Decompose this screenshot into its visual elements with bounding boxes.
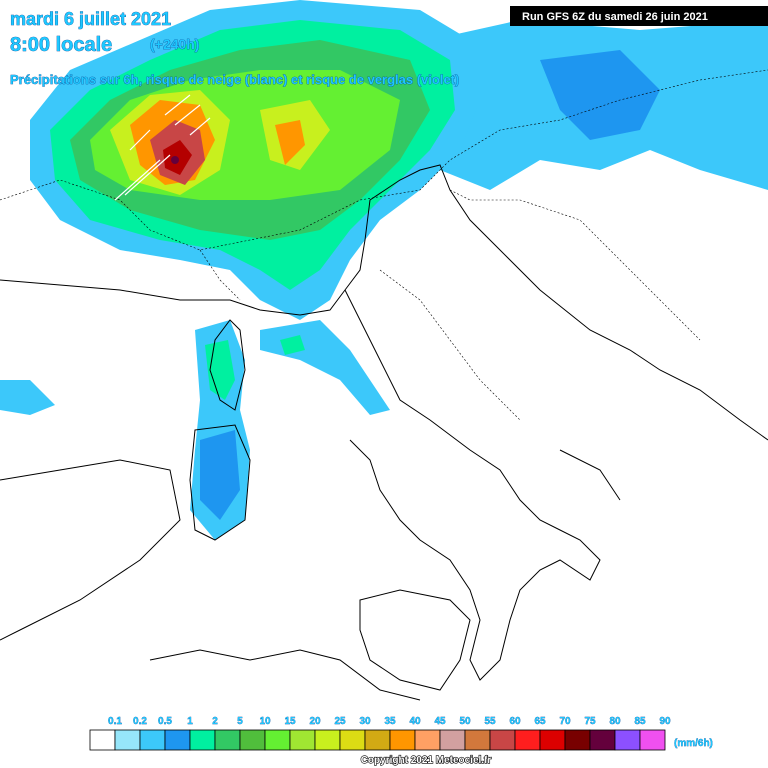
run-info: Run GFS 6Z du samedi 26 juin 2021 xyxy=(522,11,708,23)
legend-swatch xyxy=(489,729,516,751)
legend-swatch xyxy=(114,729,141,751)
subtitle: Précipitations sur 6h, risque de neige (… xyxy=(10,72,459,87)
legend: 0.1 0.2 0.5 1 2 5 10 15 20 25 30 35 40 45 50 55 60 65 70 75… xyxy=(89,716,671,751)
legend-label: 0.2 xyxy=(133,716,147,727)
legend-swatch xyxy=(89,729,116,751)
copyright: Copyright 2021 Meteociel.fr xyxy=(361,755,492,766)
legend-swatch xyxy=(389,729,416,751)
legend-swatch xyxy=(639,729,666,751)
legend-label: 45 xyxy=(434,716,446,727)
legend-swatch xyxy=(164,729,191,751)
run-banner xyxy=(510,6,768,26)
legend-label: 2 xyxy=(212,716,218,727)
borders xyxy=(0,69,768,421)
precipitation-field xyxy=(0,0,768,540)
legend-label: 65 xyxy=(534,716,546,727)
legend-label: 75 xyxy=(584,716,596,727)
legend-swatch xyxy=(439,729,466,751)
legend-label: 1 xyxy=(187,716,193,727)
lead-time: (+240h) xyxy=(150,36,199,52)
legend-swatch xyxy=(339,729,366,751)
legend-swatch xyxy=(289,729,316,751)
legend-label: 0.5 xyxy=(158,716,172,727)
legend-label: 40 xyxy=(409,716,421,727)
legend-swatch xyxy=(414,729,441,751)
legend-label: 15 xyxy=(284,716,296,727)
date: mardi 6 juillet 2021 xyxy=(10,9,171,29)
legend-label: 0.1 xyxy=(108,716,122,727)
legend-swatch xyxy=(364,729,391,751)
legend-label: 35 xyxy=(384,716,396,727)
legend-label: 85 xyxy=(634,716,646,727)
legend-swatch xyxy=(214,729,241,751)
legend-swatch xyxy=(264,729,291,751)
legend-label: 55 xyxy=(484,716,496,727)
legend-label: 50 xyxy=(459,716,471,727)
legend-label: 80 xyxy=(609,716,621,727)
legend-swatch xyxy=(314,729,341,751)
legend-swatch xyxy=(564,729,591,751)
legend-swatch xyxy=(539,729,566,751)
legend-swatch xyxy=(589,729,616,751)
legend-label: 70 xyxy=(559,716,571,727)
legend-swatch xyxy=(514,729,541,751)
legend-label: 20 xyxy=(309,716,321,727)
legend-swatch xyxy=(189,729,216,751)
legend-label: 25 xyxy=(334,716,346,727)
legend-unit: (mm/6h) xyxy=(674,738,713,749)
legend-label: 60 xyxy=(509,716,521,727)
legend-label: 10 xyxy=(259,716,271,727)
legend-swatch xyxy=(239,729,266,751)
legend-label: 30 xyxy=(359,716,371,727)
hatching xyxy=(114,94,211,201)
legend-label: 90 xyxy=(659,716,671,727)
coastlines xyxy=(0,164,768,701)
legend-swatch xyxy=(614,729,641,751)
time: 8:00 locale xyxy=(10,34,112,56)
legend-swatch xyxy=(139,729,166,751)
legend-label: 5 xyxy=(237,716,243,727)
legend-swatch xyxy=(464,729,491,751)
